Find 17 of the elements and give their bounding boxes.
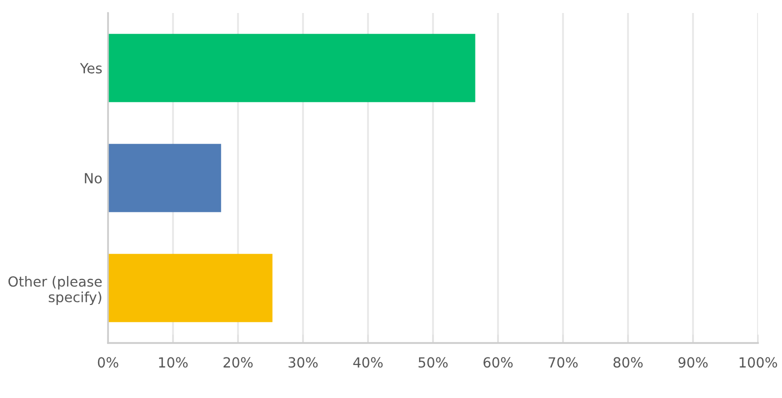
bar: [108, 254, 272, 322]
x-tick-label: 30%: [288, 357, 318, 368]
bar: [108, 34, 476, 102]
x-tick-label: 0%: [98, 357, 118, 368]
x-tick-label: 60%: [484, 357, 513, 368]
y-tick-label: No: [84, 173, 102, 184]
y-tick-label: Yes: [80, 63, 102, 74]
x-tick-label: 40%: [353, 357, 383, 368]
x-tick-label: 50%: [418, 357, 448, 368]
bar: [108, 144, 222, 212]
x-tick-label: 90%: [678, 357, 708, 368]
y-tick-label: Other (please specify): [8, 276, 102, 305]
x-tick-label: 70%: [548, 357, 578, 368]
x-tick-label: 10%: [159, 357, 188, 368]
x-tick-label: 80%: [614, 357, 643, 368]
x-tick-label: 100%: [740, 357, 778, 368]
x-tick-label: 20%: [224, 357, 253, 368]
